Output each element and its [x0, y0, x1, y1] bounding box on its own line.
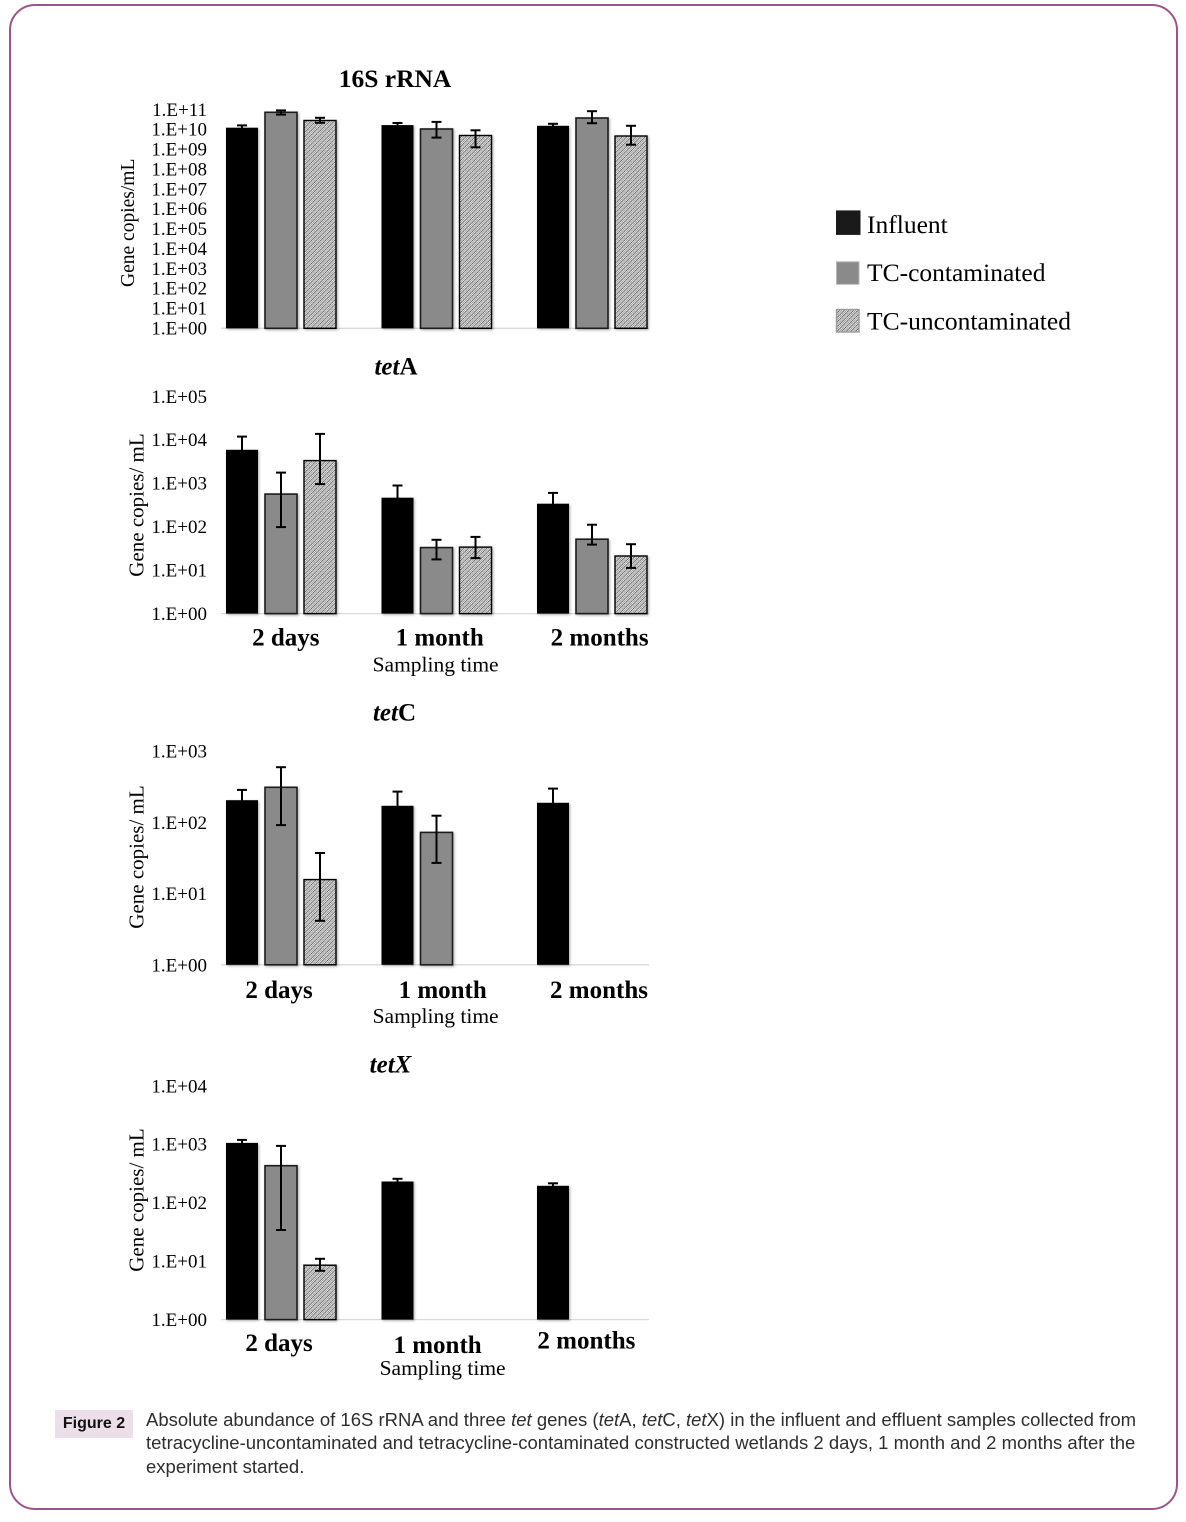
svg-text:1.E+06: 1.E+06 — [151, 199, 207, 220]
svg-text:1 month: 1 month — [399, 977, 487, 1004]
svg-text:2 months: 2 months — [537, 1327, 635, 1354]
svg-text:2 days: 2 days — [245, 977, 313, 1004]
svg-text:1.E+01: 1.E+01 — [151, 884, 207, 905]
svg-text:Influent: Influent — [867, 210, 948, 239]
svg-text:1.E+00: 1.E+00 — [151, 1310, 207, 1331]
svg-text:1.E+05: 1.E+05 — [151, 219, 207, 240]
svg-text:1.E+03: 1.E+03 — [151, 259, 207, 280]
svg-text:1.E+11: 1.E+11 — [152, 100, 207, 121]
svg-text:1.E+01: 1.E+01 — [151, 560, 207, 581]
svg-text:tetA: tetA — [374, 354, 417, 381]
svg-text:1.E+08: 1.E+08 — [151, 159, 207, 180]
svg-text:Sampling time: Sampling time — [373, 1004, 499, 1028]
svg-text:1 month: 1 month — [396, 624, 484, 651]
svg-text:1.E+02: 1.E+02 — [151, 517, 207, 538]
svg-text:Gene copies/ mL: Gene copies/ mL — [125, 1128, 149, 1271]
svg-text:1.E+00: 1.E+00 — [151, 604, 207, 625]
svg-text:1.E+05: 1.E+05 — [151, 387, 207, 408]
svg-text:1.E+07: 1.E+07 — [151, 179, 207, 200]
svg-text:TC-contaminated: TC-contaminated — [867, 258, 1046, 287]
svg-text:1.E+10: 1.E+10 — [151, 120, 207, 141]
svg-text:1.E+02: 1.E+02 — [151, 1193, 207, 1214]
svg-text:1.E+03: 1.E+03 — [151, 474, 207, 495]
svg-text:1.E+01: 1.E+01 — [151, 299, 207, 320]
svg-text:1.E+04: 1.E+04 — [151, 430, 207, 451]
svg-text:2 days: 2 days — [252, 624, 320, 651]
svg-text:Gene copies/ mL: Gene copies/ mL — [125, 433, 149, 576]
svg-text:tetX: tetX — [370, 1051, 413, 1078]
svg-text:2 months: 2 months — [550, 977, 648, 1004]
svg-text:1.E+03: 1.E+03 — [151, 1135, 207, 1156]
svg-text:2 days: 2 days — [245, 1330, 313, 1357]
svg-text:1.E+03: 1.E+03 — [151, 742, 207, 763]
svg-text:1.E+00: 1.E+00 — [151, 956, 207, 977]
svg-text:TC-uncontaminated: TC-uncontaminated — [867, 307, 1071, 336]
svg-text:16S rRNA: 16S rRNA — [339, 64, 452, 93]
svg-text:1.E+04: 1.E+04 — [151, 1076, 207, 1097]
svg-text:1.E+02: 1.E+02 — [151, 279, 207, 300]
svg-text:1.E+09: 1.E+09 — [151, 140, 207, 161]
svg-text:1.E+01: 1.E+01 — [151, 1251, 207, 1272]
svg-text:Gene copies/mL: Gene copies/mL — [118, 159, 139, 287]
svg-text:Sampling time: Sampling time — [380, 1356, 506, 1380]
svg-text:tetC: tetC — [373, 700, 416, 727]
svg-text:1.E+04: 1.E+04 — [151, 239, 207, 260]
svg-text:1.E+00: 1.E+00 — [151, 318, 207, 339]
svg-text:Gene copies/ mL: Gene copies/ mL — [125, 785, 149, 928]
svg-text:Sampling time: Sampling time — [373, 652, 499, 676]
svg-text:1.E+02: 1.E+02 — [151, 813, 207, 834]
svg-text:2 months: 2 months — [551, 624, 649, 651]
svg-text:1 month: 1 month — [393, 1332, 481, 1359]
